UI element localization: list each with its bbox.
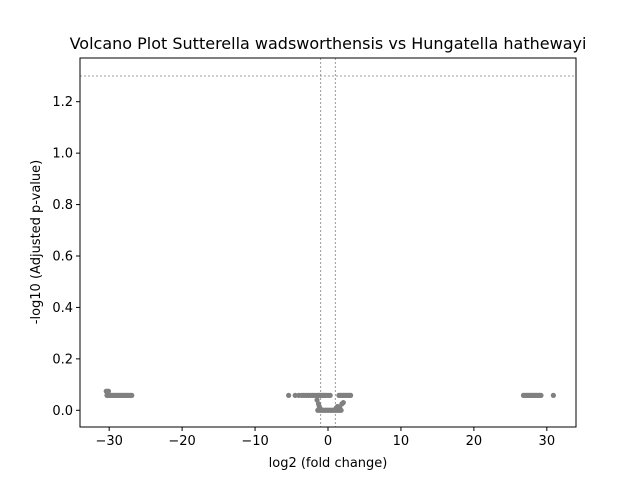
data-points	[103, 388, 556, 413]
data-point	[327, 392, 333, 398]
chart-title: Volcano Plot Sutterella wadsworthensis v…	[70, 34, 587, 53]
x-tick-label: −10	[241, 434, 268, 449]
data-point	[538, 392, 544, 398]
data-point	[129, 392, 135, 398]
data-point	[292, 392, 298, 398]
y-tick-label: 0.6	[52, 250, 73, 265]
threshold-lines	[80, 58, 576, 427]
y-axis: 0.0 0.2 0.4 0.6 0.8 1.0 1.2	[52, 95, 80, 419]
y-tick-label: 0.4	[52, 301, 73, 316]
y-tick-label: 1.0	[52, 147, 73, 162]
data-point	[286, 392, 292, 398]
data-point	[348, 392, 354, 398]
y-tick-label: 0.2	[52, 352, 73, 367]
x-tick-label: −20	[168, 434, 195, 449]
x-tick-label: 30	[539, 434, 556, 449]
x-axis: −30 −20 −10 0 10 20 30	[95, 427, 555, 449]
x-axis-label: log2 (fold change)	[269, 456, 388, 471]
x-tick-label: 0	[324, 434, 332, 449]
data-point	[317, 405, 323, 411]
y-tick-label: 0.8	[52, 198, 73, 213]
y-tick-label: 1.2	[52, 95, 73, 110]
x-tick-label: 20	[466, 434, 483, 449]
x-tick-label: 10	[393, 434, 410, 449]
y-axis-label: -log10 (Adjusted p-value)	[29, 160, 44, 324]
data-point	[550, 392, 556, 398]
data-point	[105, 388, 112, 394]
plot-frame	[79, 57, 577, 428]
data-point	[337, 405, 343, 411]
x-tick-label: −30	[95, 434, 122, 449]
y-tick-label: 0.0	[52, 404, 73, 419]
data-point	[340, 399, 346, 406]
